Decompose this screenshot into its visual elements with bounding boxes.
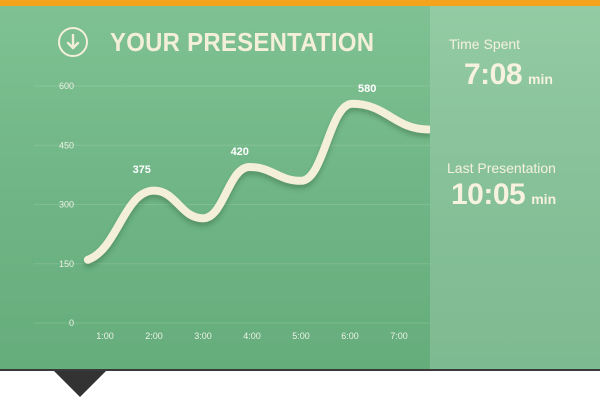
last-presentation-number: 10:05	[451, 178, 526, 211]
y-tick-label: 300	[59, 200, 74, 210]
time-spent-unit: min	[528, 71, 553, 87]
last-presentation-unit: min	[531, 191, 557, 207]
y-tick-label: 600	[59, 81, 74, 91]
y-tick-label: 150	[59, 259, 74, 269]
series-line-shadow	[83, 103, 430, 268]
y-tick-label: 450	[59, 140, 74, 150]
x-tick-label: 2:00	[145, 331, 163, 341]
x-tick-label: 3:00	[194, 331, 212, 341]
card-divider	[0, 369, 600, 371]
data-label: 420	[231, 146, 249, 158]
data-label: 375	[133, 164, 151, 176]
presentation-card: YOUR PRESENTATION Time Spent 7:08 min Las…	[0, 6, 600, 370]
top-accent-bar	[0, 0, 600, 6]
card-header: YOUR PRESENTATION	[58, 24, 397, 60]
series-line	[83, 99, 430, 264]
x-tick-label: 1:00	[96, 331, 114, 341]
time-spent-label: Time Spent	[449, 36, 521, 52]
time-spent-value: 7:08 min	[464, 58, 553, 92]
stats-panel: Time Spent 7:08 min Last Presentation 10:…	[430, 6, 600, 370]
data-label: 580	[358, 83, 376, 95]
x-tick-label: 4:00	[243, 331, 261, 341]
page-title: YOUR PRESENTATION	[110, 26, 375, 57]
last-presentation-label: Last Presentation	[447, 160, 556, 176]
download-icon[interactable]	[58, 27, 88, 57]
x-tick-label: 7:00	[390, 331, 408, 341]
line-chart: 0 150 300 450 600 1:00 2:00 3:00 4:00 5:00 6:00 7:0…	[34, 81, 430, 341]
pointer-arrow	[54, 371, 106, 397]
y-tick-label: 0	[69, 318, 74, 328]
last-presentation-value: 10:05 min	[451, 178, 556, 212]
time-spent-number: 7:08	[464, 58, 523, 91]
x-tick-label: 6:00	[341, 331, 359, 341]
x-tick-label: 5:00	[292, 331, 310, 341]
